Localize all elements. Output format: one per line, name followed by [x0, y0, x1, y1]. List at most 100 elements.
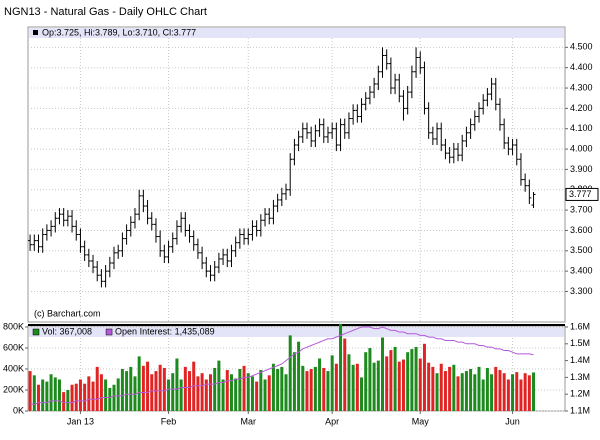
- volume-bar: [393, 346, 397, 411]
- legend-label: Op:3.725, Hi:3.789, Lo:3.710, Cl:3.777: [42, 27, 196, 37]
- volume-bar: [506, 379, 510, 411]
- y-tick-label: 1.1M: [570, 405, 590, 415]
- volume-bar: [511, 374, 515, 411]
- volume-bar: [36, 384, 40, 411]
- volume-bar: [422, 343, 426, 411]
- volume-bar: [125, 371, 129, 411]
- x-tick-label: Feb: [161, 416, 177, 426]
- volume-bar: [150, 374, 154, 411]
- volume-bar: [439, 363, 443, 411]
- volume-bar: [179, 379, 183, 411]
- legend-label: Open Interest: 1,435,089: [115, 326, 215, 336]
- volume-bar: [41, 379, 45, 411]
- volume-bar: [167, 379, 171, 411]
- volume-bar: [397, 361, 401, 411]
- legend-swatch: [32, 328, 40, 336]
- volume-bar: [347, 354, 351, 411]
- volume-bar: [414, 346, 418, 411]
- volume-bar: [280, 366, 284, 411]
- volume-bar: [481, 379, 485, 411]
- x-tick-label: Jan 13: [67, 416, 94, 426]
- volume-bar: [431, 366, 435, 411]
- volume-bar: [448, 366, 452, 411]
- volume-bar: [137, 356, 141, 411]
- volume-bar: [313, 366, 317, 411]
- x-tick-label: Mar: [241, 416, 257, 426]
- volume-bar: [494, 366, 498, 411]
- y-tick-label: 800K: [3, 321, 24, 331]
- open-interest-line: [30, 326, 534, 405]
- volume-bar: [141, 365, 145, 411]
- volume-bar: [175, 358, 179, 411]
- volume-bar: [288, 335, 292, 411]
- volume-bar: [234, 378, 238, 411]
- y-tick-label: 3.400: [570, 266, 593, 276]
- volume-bar: [401, 359, 405, 411]
- y-tick-label: 3.900: [570, 164, 593, 174]
- volume-bar: [229, 374, 233, 411]
- volume-bar: [406, 352, 410, 411]
- volume-bar: [364, 352, 368, 411]
- volume-bar: [427, 362, 431, 411]
- volume-bar: [485, 367, 489, 411]
- volume-bar: [523, 373, 527, 411]
- volume-bar: [78, 379, 82, 411]
- volume-bar: [452, 364, 456, 411]
- volume-bar: [490, 374, 494, 411]
- y-tick-label: 4.000: [570, 143, 593, 153]
- volume-bar: [53, 377, 57, 411]
- volume-bar: [95, 366, 99, 411]
- y-tick-label: 3.300: [570, 286, 593, 296]
- volume-bar: [104, 379, 108, 411]
- legend-swatch: [105, 328, 113, 336]
- chart-title: NGN13 - Natural Gas - Daily OHLC Chart: [4, 6, 207, 18]
- volume-bar: [255, 381, 259, 411]
- volume-bar: [527, 375, 531, 411]
- volume-bar: [217, 360, 221, 411]
- volume-bar: [368, 348, 372, 411]
- volume-bar: [297, 341, 301, 411]
- volume-bar: [120, 369, 124, 411]
- volume-bar: [443, 371, 447, 411]
- volume-bar: [330, 355, 334, 411]
- volume-bar: [389, 350, 393, 411]
- volume-bar: [83, 383, 87, 411]
- volume-bar: [473, 374, 477, 411]
- volume-bar: [351, 364, 355, 411]
- volume-bar: [301, 365, 305, 411]
- volume-bar: [276, 369, 280, 411]
- volume-bar: [469, 369, 473, 411]
- volume-bar: [116, 378, 120, 411]
- volume-bar: [246, 373, 250, 411]
- volume-bar: [162, 367, 166, 411]
- volume-bar: [28, 371, 32, 411]
- volume-bar: [410, 349, 414, 411]
- volume-bar: [372, 362, 376, 411]
- volume-bar: [532, 372, 536, 411]
- y-tick-label: 4.400: [570, 62, 593, 72]
- volume-bar: [49, 374, 53, 411]
- y-tick-label: 4.200: [570, 103, 593, 113]
- volume-bar: [208, 374, 212, 411]
- volume-bar: [259, 370, 263, 411]
- volume-bar: [355, 363, 359, 411]
- volume-bar: [376, 360, 380, 411]
- volume-bar: [339, 323, 343, 411]
- volume-bar: [464, 371, 468, 411]
- volume-bar: [74, 383, 78, 411]
- volume-bar: [435, 373, 439, 411]
- volume-bar: [45, 381, 49, 411]
- volume-bar: [200, 373, 204, 411]
- volume-bar: [196, 376, 200, 411]
- volume-bar: [318, 358, 322, 411]
- volume-bar: [360, 377, 364, 411]
- volume-bar: [221, 379, 225, 411]
- volume-bar: [418, 358, 422, 411]
- volume-bar: [502, 373, 506, 411]
- volume-bar: [171, 373, 175, 411]
- volume-info-bar: [29, 327, 564, 337]
- volume-bar: [238, 369, 242, 411]
- volume-bar: [99, 374, 103, 411]
